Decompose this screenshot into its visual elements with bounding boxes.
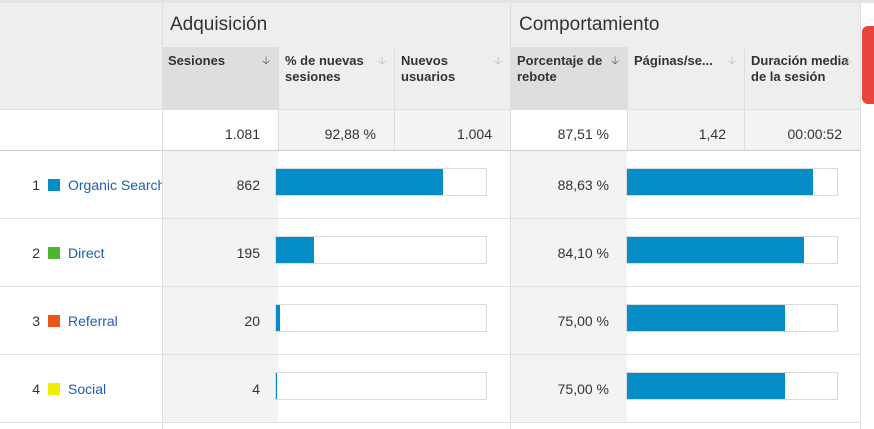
column-header-avg-duration[interactable]: Duración media de la sesión 🡣 — [745, 47, 860, 109]
channel-color-swatch — [48, 383, 60, 395]
channel-color-swatch — [48, 247, 60, 259]
column-divider — [627, 47, 628, 150]
table-row-label: 3 Referral — [0, 287, 162, 355]
column-label: % de nuevas sesiones — [285, 53, 364, 84]
sessions-value: 20 — [163, 287, 278, 355]
bounce-rate-value: 84,10 % — [511, 219, 627, 287]
column-divider — [162, 3, 163, 429]
row-divider — [0, 286, 860, 287]
channel-link[interactable]: Social — [68, 381, 107, 397]
column-header-pages-per-session[interactable]: Páginas/se... 🡣 — [628, 47, 744, 109]
row-divider — [0, 109, 860, 110]
bounce-rate-value: 75,00 % — [511, 355, 627, 423]
table-row-label: 4 Social — [0, 355, 162, 423]
row-rank: 1 — [32, 177, 40, 193]
group-title-behavior: Comportamiento — [519, 14, 660, 35]
sessions-bar-track — [275, 304, 487, 332]
column-label: Duración media de la sesión — [751, 53, 849, 84]
channel-link[interactable]: Direct — [68, 245, 105, 261]
group-header-acquisition: Adquisición — [162, 3, 510, 47]
column-label: Porcentaje de rebote — [517, 53, 603, 84]
sort-arrow-icon: 🡣 — [728, 55, 736, 67]
column-divider — [510, 3, 511, 429]
sort-arrow-icon: 🡣 — [378, 55, 386, 67]
table-row-label: 2 Direct — [0, 219, 162, 287]
sort-arrow-icon: 🡣 — [611, 55, 619, 67]
column-label: Sesiones — [168, 53, 226, 68]
bounce-bar-track — [626, 372, 838, 400]
column-divider — [394, 47, 395, 150]
column-header-bounce-rate[interactable]: Porcentaje de rebote 🡣 — [511, 47, 627, 109]
bounce-rate-value: 88,63 % — [511, 151, 627, 219]
column-header-new-users[interactable]: Nuevos usuarios 🡣 — [395, 47, 510, 109]
bounce-bar — [627, 373, 785, 399]
column-header-new-sessions[interactable]: % de nuevas sesiones 🡣 — [279, 47, 394, 109]
sessions-bar — [276, 305, 280, 331]
column-divider — [278, 47, 279, 150]
bounce-bar-track — [626, 236, 838, 264]
sessions-value: 195 — [163, 219, 278, 287]
bounce-bar — [627, 305, 785, 331]
bounce-bar-track — [626, 304, 838, 332]
total-new-users: 1.004 — [395, 109, 510, 150]
table-row-label: 1 Organic Search — [0, 151, 162, 219]
sessions-value: 862 — [163, 151, 278, 219]
group-title-acquisition: Adquisición — [170, 14, 268, 35]
bounce-rate-value: 75,00 % — [511, 287, 627, 355]
row-divider — [0, 150, 860, 151]
sessions-bar-track — [275, 168, 487, 196]
column-divider — [860, 3, 861, 429]
column-header-sessions[interactable]: Sesiones 🡣 — [162, 47, 278, 109]
sessions-bar-track — [275, 372, 487, 400]
group-header-behavior: Comportamiento — [511, 3, 860, 47]
total-sessions: 1.081 — [224, 126, 260, 142]
bounce-bar — [627, 237, 804, 263]
total-new-sessions-pct: 92,88 % — [279, 109, 394, 150]
row-rank: 3 — [32, 313, 40, 329]
channel-color-swatch — [48, 179, 60, 191]
sessions-bar — [276, 237, 314, 263]
column-label: Nuevos usuarios — [401, 53, 456, 84]
sort-arrow-icon: 🡣 — [494, 55, 502, 67]
column-label: Páginas/se... — [634, 53, 713, 68]
sessions-bar — [276, 169, 444, 195]
row-rank: 2 — [32, 245, 40, 261]
total-pages-per-session: 1,42 — [628, 109, 744, 150]
sessions-bar — [276, 373, 278, 399]
side-panel-tab[interactable] — [862, 26, 874, 104]
row-divider — [0, 218, 860, 219]
column-divider — [744, 47, 745, 150]
sort-arrow-icon: 🡣 — [262, 55, 270, 67]
sort-arrow-icon: 🡣 — [844, 55, 852, 67]
row-divider — [0, 354, 860, 355]
top-border — [0, 0, 874, 3]
sessions-bar-track — [275, 236, 487, 264]
bounce-bar-track — [626, 168, 838, 196]
bounce-bar — [627, 169, 814, 195]
row-rank: 4 — [32, 381, 40, 397]
total-bounce-rate: 87,51 % — [557, 126, 609, 142]
sessions-value: 4 — [163, 355, 278, 423]
total-avg-duration: 00:00:52 — [745, 109, 860, 150]
channel-color-swatch — [48, 315, 60, 327]
row-divider — [0, 422, 860, 423]
dimension-header-blank — [0, 3, 162, 109]
channel-link[interactable]: Organic Search — [68, 177, 162, 193]
channel-link[interactable]: Referral — [68, 313, 118, 329]
